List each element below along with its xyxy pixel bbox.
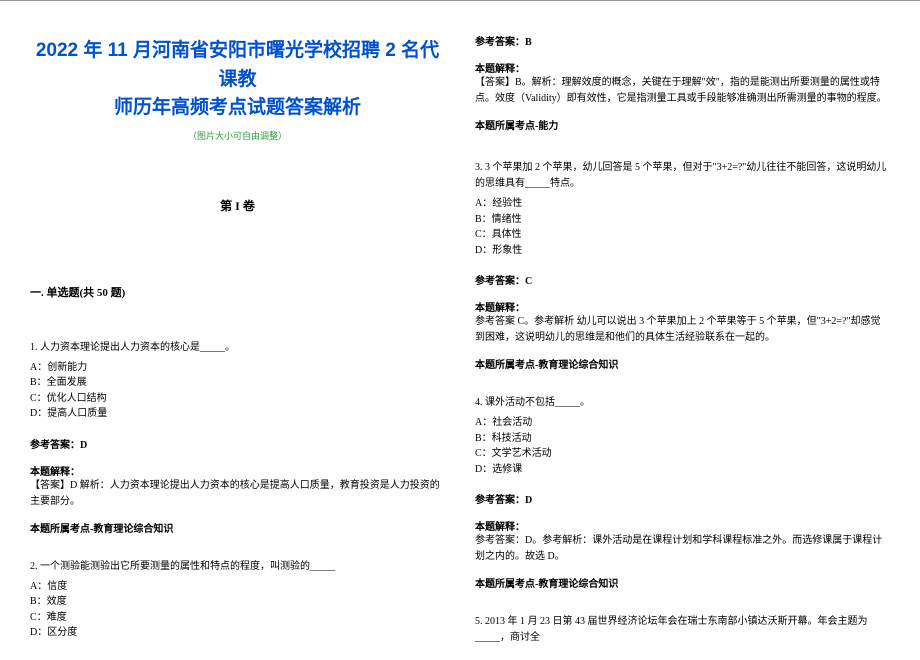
q1-exp-label: 本题解释：: [30, 463, 445, 478]
question-1: 1. 人力资本理论提出人力资本的核心是_____。 A：创新能力 B：全面发展 …: [30, 340, 445, 535]
q1-opt-a: A：创新能力: [30, 360, 445, 376]
question-2: 2. 一个测验能测验出它所要测量的属性和特点的程度，叫测验的_____ A：信度…: [30, 559, 445, 641]
doc-title: 2022 年 11 月河南省安阳市曙光学校招聘 2 名代课教 师历年高频考点试题…: [30, 37, 445, 123]
volume-label: 第 I 卷: [30, 197, 445, 214]
q4-opt-c: C：文学艺术活动: [475, 446, 890, 462]
q2-exp: 【答案】B。解析：理解效度的概念，关键在于理解"效"，指的是能测出所要测量的属性…: [475, 75, 890, 107]
q4-opt-d: D：选修课: [475, 462, 890, 478]
q1-opt-c: C：优化人口结构: [30, 391, 445, 407]
q2-topic: 本题所属考点-能力: [475, 117, 890, 132]
q3-opt-c: C：具体性: [475, 227, 890, 243]
q3-exp: 参考答案 C。参考解析 幼儿可以说出 3 个苹果加上 2 个苹果等于 5 个苹果…: [475, 314, 890, 346]
section-heading: 一. 单选题(共 50 题): [30, 284, 445, 300]
q3-exp-label: 本题解释：: [475, 299, 890, 314]
q5-stem: 5. 2013 年 1 月 23 日第 43 届世界经济论坛年会在瑞士东南部小镇…: [475, 614, 890, 646]
right-column: 参考答案：B 本题解释： 【答案】B。解析：理解效度的概念，关键在于理解"效"，…: [475, 29, 890, 660]
q2-opt-a: A：信度: [30, 579, 445, 595]
q2-opt-c: C：难度: [30, 610, 445, 626]
q1-stem: 1. 人力资本理论提出人力资本的核心是_____。: [30, 340, 445, 356]
title-line1: 2022 年 11 月河南省安阳市曙光学校招聘 2 名代课教: [36, 40, 439, 90]
q2-opt-b: B：效度: [30, 594, 445, 610]
q2-exp-label: 本题解释：: [475, 60, 890, 75]
doc-subtitle: （图片大小可自由调整）: [30, 129, 445, 142]
q4-opt-b: B：科技活动: [475, 431, 890, 447]
q4-stem: 4. 课外活动不包括_____。: [475, 395, 890, 411]
q1-opt-d: D：提高人口质量: [30, 406, 445, 422]
q3-opt-a: A：经验性: [475, 196, 890, 212]
question-4: 4. 课外活动不包括_____。 A：社会活动 B：科技活动 C：文学艺术活动 …: [475, 395, 890, 590]
q4-topic: 本题所属考点-教育理论综合知识: [475, 575, 890, 590]
q2-opt-d: D：区分度: [30, 625, 445, 641]
q2-answer: 参考答案：B: [475, 33, 890, 48]
q1-exp: 【答案】D 解析：人力资本理论提出人力资本的核心是提高人口质量，教育投资是人力投…: [30, 478, 445, 510]
left-column: 2022 年 11 月河南省安阳市曙光学校招聘 2 名代课教 师历年高频考点试题…: [30, 29, 445, 660]
q3-opt-b: B：情绪性: [475, 212, 890, 228]
q1-topic: 本题所属考点-教育理论综合知识: [30, 520, 445, 535]
q3-answer: 参考答案：C: [475, 272, 890, 287]
q4-exp: 参考答案：D。参考解析：课外活动是在课程计划和学科课程标准之外。而选修课属于课程…: [475, 533, 890, 565]
q3-stem: 3. 3 个苹果加 2 个苹果，幼儿回答是 5 个苹果，但对于"3+2=?"幼儿…: [475, 160, 890, 192]
question-3: 3. 3 个苹果加 2 个苹果，幼儿回答是 5 个苹果，但对于"3+2=?"幼儿…: [475, 160, 890, 371]
q1-opt-b: B：全面发展: [30, 375, 445, 391]
q3-topic: 本题所属考点-教育理论综合知识: [475, 356, 890, 371]
q4-answer: 参考答案：D: [475, 491, 890, 506]
title-line2: 师历年高频考点试题答案解析: [114, 97, 361, 118]
q3-opt-d: D：形象性: [475, 243, 890, 259]
q4-opt-a: A：社会活动: [475, 415, 890, 431]
q2-stem: 2. 一个测验能测验出它所要测量的属性和特点的程度，叫测验的_____: [30, 559, 445, 575]
q4-exp-label: 本题解释：: [475, 518, 890, 533]
q1-answer: 参考答案：D: [30, 436, 445, 451]
question-5: 5. 2013 年 1 月 23 日第 43 届世界经济论坛年会在瑞士东南部小镇…: [475, 614, 890, 646]
